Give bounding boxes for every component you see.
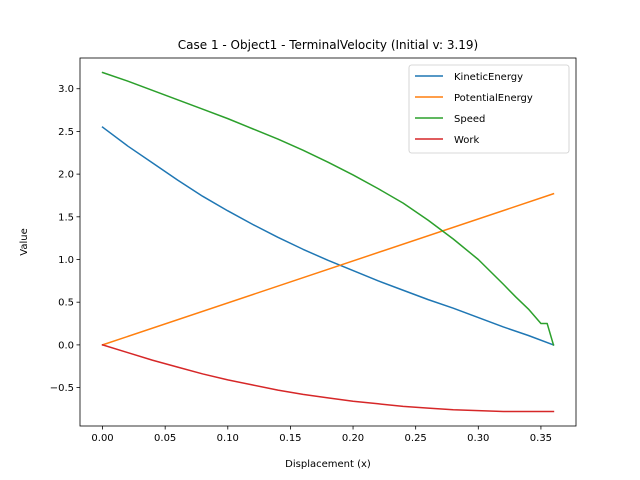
y-tick-label: 0.5 [58, 298, 74, 309]
x-tick-label: 0.10 [217, 433, 239, 444]
y-tick-label: −0.5 [50, 383, 74, 394]
y-tick-label: 0.0 [58, 340, 74, 351]
legend: KineticEnergy PotentialEnergy Speed Work [408, 64, 570, 154]
series-line-kineticenergy [101, 126, 555, 346]
x-axis: 0.00 0.05 0.10 0.15 0.20 0.25 0.30 0.35 [91, 426, 552, 444]
x-tick-label: 0.30 [467, 433, 489, 444]
x-tick-label: 0.25 [405, 433, 427, 444]
legend-box [408, 64, 570, 154]
y-tick-label: 3.0 [58, 84, 74, 95]
x-tick-label: 0.20 [342, 433, 364, 444]
y-axis: −0.5 0.0 0.5 1.0 1.5 2.0 2.5 3.0 [50, 84, 80, 394]
y-tick-label: 1.5 [58, 212, 74, 223]
y-tick-label: 2.0 [58, 170, 74, 181]
x-tick-label: 0.00 [91, 433, 113, 444]
x-tick-label: 0.05 [154, 433, 176, 444]
series-line-potentialenergy [101, 192, 555, 346]
y-tick-label: 2.5 [58, 127, 74, 138]
series-lines [101, 71, 555, 413]
chart-title: Case 1 - Object1 - TerminalVelocity (Ini… [178, 38, 478, 52]
x-tick-label: 0.15 [279, 433, 301, 444]
plot-frame [79, 57, 577, 427]
x-axis-title: Displacement (x) [285, 459, 371, 470]
x-tick-label: 0.35 [530, 433, 552, 444]
y-axis-title: Value [19, 228, 30, 255]
series-line-speed [101, 71, 555, 346]
legend-label: PotentialEnergy [454, 93, 533, 104]
legend-label: Work [454, 135, 480, 146]
legend-label: KineticEnergy [454, 72, 523, 83]
legend-label: Speed [454, 114, 485, 125]
y-tick-label: 1.0 [58, 255, 74, 266]
series-line-work [101, 343, 555, 413]
